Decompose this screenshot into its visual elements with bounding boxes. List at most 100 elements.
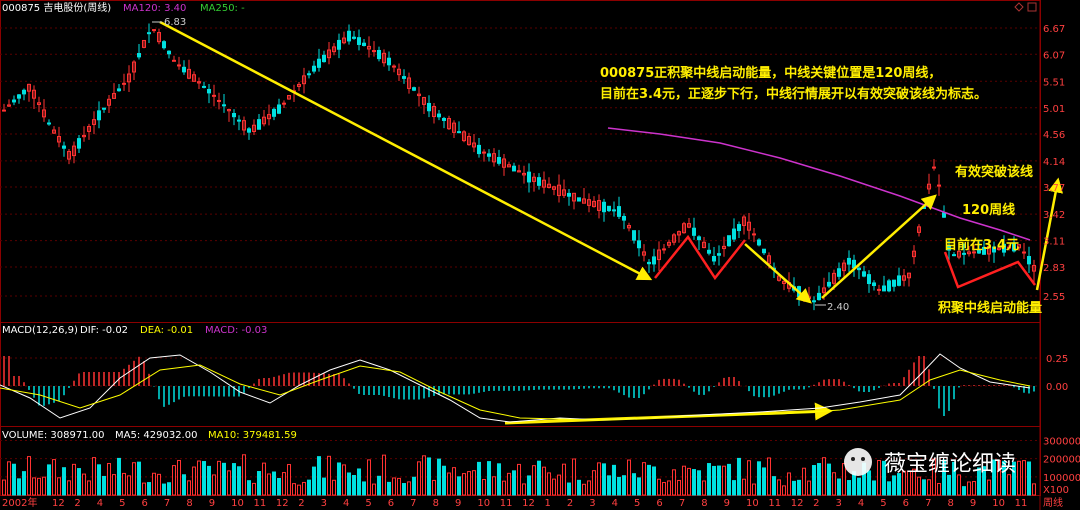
candle-body (402, 76, 406, 79)
candle-body (92, 119, 96, 125)
time-tick-26: 4 (612, 498, 618, 509)
volume-bar (997, 460, 1001, 496)
ma250-label: MA250: - (200, 3, 245, 14)
volume-bar (832, 472, 836, 496)
volume-bar (922, 479, 926, 496)
candle-body (672, 234, 676, 243)
candle-body (257, 119, 261, 130)
volume-bar (987, 479, 991, 496)
candle-body (1002, 243, 1006, 253)
candle-body (707, 249, 711, 254)
candle-body (267, 114, 271, 120)
volume-bar (897, 473, 901, 496)
symbol-title: 000875 吉电股份(周线) (2, 1, 111, 14)
volume-bar (392, 477, 396, 496)
candle-body (1022, 251, 1026, 254)
volume-bar (22, 471, 26, 496)
price-tick-8: 5.51 (1043, 77, 1065, 88)
ma120-label: MA120: 3.40 (123, 3, 186, 14)
candle-body (212, 94, 216, 97)
candle-body (342, 37, 346, 44)
volume-bar (67, 480, 71, 496)
macd-histogram (3, 356, 1035, 416)
svg-text:2.40: 2.40 (827, 302, 849, 313)
macd-axis: 0.25 0.00 (1046, 354, 1068, 393)
candle-body (982, 246, 986, 255)
label-accumulate: 积聚中线启动能量 (938, 300, 1042, 316)
candle-body (462, 131, 466, 142)
volume-bar (457, 476, 461, 496)
candle-body (322, 54, 326, 63)
candle-body (252, 124, 256, 133)
volume-bar (502, 480, 506, 496)
time-tick-44: 11 (1015, 498, 1028, 509)
volume-bar (822, 457, 826, 496)
volume-bar (257, 471, 261, 496)
volume-bar (2, 479, 6, 496)
volume-bar (517, 463, 521, 496)
candle-body (192, 74, 196, 82)
candle-body (522, 172, 526, 176)
volume-bar (117, 457, 121, 496)
volume-bar (927, 479, 931, 496)
candle-body (12, 99, 16, 103)
diamond-icon[interactable] (1014, 2, 1024, 12)
candle-body (332, 46, 336, 53)
volume-bar (357, 468, 361, 496)
candle-body (217, 99, 221, 102)
candle-body (452, 122, 456, 133)
candle-body (862, 271, 866, 277)
candle-body (437, 113, 441, 118)
candle-body (147, 32, 151, 35)
candle-body (582, 198, 586, 204)
candle-body (722, 245, 726, 250)
volume-bar (242, 454, 246, 496)
time-tick-13: 3 (321, 498, 327, 509)
volume-bar (87, 480, 91, 496)
candle-body (987, 245, 991, 255)
time-tick-19: 9 (455, 498, 461, 509)
candle-body (77, 138, 81, 149)
time-tick-30: 8 (701, 498, 707, 509)
volume-bar (407, 481, 411, 496)
candle-body (102, 107, 106, 110)
candle-body (592, 200, 596, 208)
candle-body (657, 249, 661, 261)
time-tick-9: 10 (231, 498, 244, 509)
macd-dea: DEA: -0.01 (140, 325, 193, 336)
candle-body (42, 109, 46, 118)
candle-body (47, 122, 51, 125)
time-tick-5: 6 (142, 498, 148, 509)
window-icons[interactable] (1014, 2, 1037, 12)
time-tick-22: 12 (522, 498, 535, 509)
candle-body (977, 249, 981, 254)
candle-body (702, 241, 706, 249)
candle-body (407, 77, 411, 89)
volume-tick-0: 300000 (1043, 436, 1080, 447)
candle-body (882, 285, 886, 292)
candle-body (427, 102, 431, 112)
candle-body (392, 65, 396, 68)
volume-bar (487, 461, 491, 496)
candle-body (97, 110, 101, 121)
volume-bar (742, 478, 746, 496)
volume-bar (202, 461, 206, 496)
time-tick-23: 1 (545, 498, 551, 509)
time-tick-25: 3 (589, 498, 595, 509)
candle-body (912, 250, 916, 258)
candle-body (607, 205, 611, 212)
volume-bar (172, 465, 176, 496)
time-tick-0: 2002年 (2, 496, 37, 509)
candle-body (227, 109, 231, 112)
price-tick-0: 2.55 (1043, 292, 1065, 303)
volume-bar (132, 462, 136, 496)
candle-body (382, 52, 386, 64)
candle-body (687, 223, 691, 228)
restore-icon[interactable] (1027, 2, 1037, 12)
volume-bar (297, 484, 301, 496)
candle-body (387, 57, 391, 66)
candle-body (467, 136, 471, 146)
candle-body (892, 279, 896, 287)
volume-bar (962, 486, 966, 496)
